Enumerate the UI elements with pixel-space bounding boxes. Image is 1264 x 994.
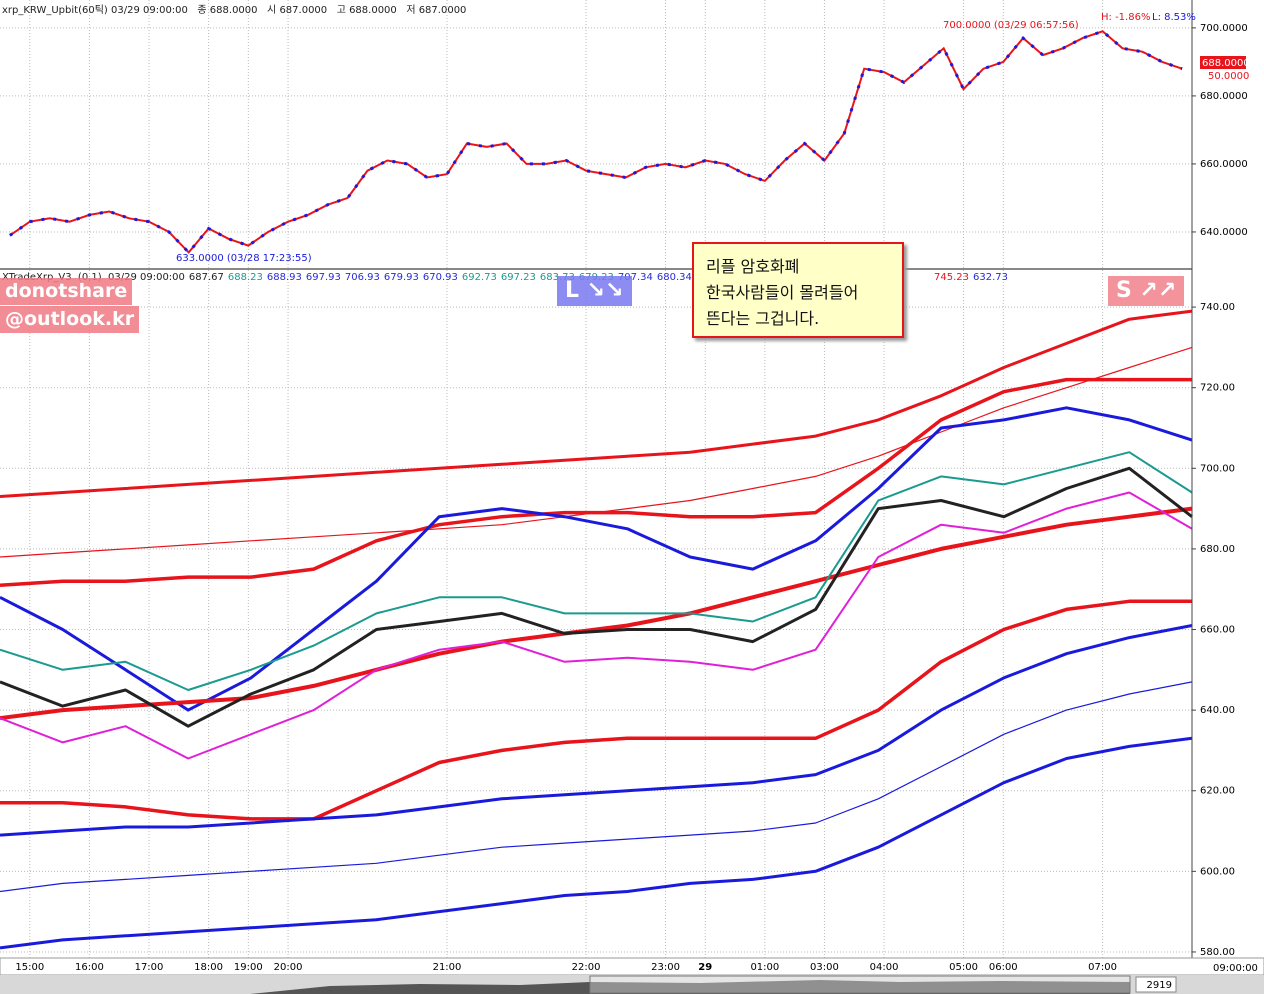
plot <box>0 0 1193 958</box>
y-tick-label: 640.0000 <box>1200 227 1248 238</box>
x-tick-label: 20:00 <box>274 962 303 973</box>
y-tick-label: 600.00 <box>1200 866 1235 877</box>
watermark: donotshare <box>0 278 133 305</box>
indicator-value: 687.67 <box>188 272 224 283</box>
indicator-value: 707.34 <box>617 272 653 283</box>
last-price: 688.0000 <box>1202 58 1250 69</box>
x-tick-label: 05:00 <box>949 962 978 973</box>
x-tick-label: 17:00 <box>135 962 164 973</box>
x-tick-label: 06:00 <box>989 962 1018 973</box>
x-tick-label: 29 <box>698 962 712 973</box>
indicator-values: 687.67 688.23 688.93 697.93 706.93 679.93 670.… <box>189 272 774 283</box>
x-tick-label: 03:00 <box>810 962 839 973</box>
band-line <box>0 681 1193 893</box>
indicator-value: 692.73 <box>461 272 497 283</box>
y-tick-label: 620.00 <box>1200 786 1235 797</box>
indicator-value: 697.23 <box>500 272 536 283</box>
indicator-value: 688.23 <box>227 272 263 283</box>
note-box: 리플 암호화폐 한국사람들이 몰려들어 뜬다는 그겁니다. <box>692 242 904 338</box>
band-line <box>0 309 1193 498</box>
low-pct: L: 8.53% <box>1152 12 1196 23</box>
band-line <box>0 377 1192 587</box>
y-tick-label: 680.0000 <box>1200 91 1248 102</box>
scroll-count-box <box>1135 976 1177 993</box>
band-line <box>0 506 1193 721</box>
note-line: 리플 암호화폐 <box>706 257 800 276</box>
band-line <box>0 451 1193 691</box>
scroll-thumb[interactable] <box>589 975 1131 994</box>
x-tick-label: 04:00 <box>870 962 899 973</box>
last-price-tag <box>1200 56 1246 69</box>
high-label: 700.0000 (03/29 06:57:56) <box>943 20 1079 31</box>
x-tick-label: 07:00 <box>1088 962 1117 973</box>
y-tick-label: 700.00 <box>1200 463 1235 474</box>
indicator-value: 745.23 <box>934 272 969 283</box>
note-line: 한국사람들이 몰려들어 <box>706 283 859 302</box>
indicator-values-right: 745.23 632.73 <box>934 272 1012 283</box>
scroll-preview <box>250 980 1130 994</box>
band-line <box>0 406 1193 712</box>
indicator-value: 706.93 <box>344 272 380 283</box>
x-tick-label: 21:00 <box>433 962 462 973</box>
high-pct: H: -1.86% <box>1101 12 1150 23</box>
x-tick-label: 22:00 <box>572 962 601 973</box>
price-line <box>9 30 1183 254</box>
band-line <box>0 491 1193 760</box>
price-header: xrp_KRW_Upbit(60틱) 03/29 09:00:00 종 688.… <box>2 5 467 16</box>
indicator-name: XTradeXrp_V3 (0,1) 03/29 09:00:00 <box>2 272 185 283</box>
y-tick-label: 640.00 <box>1200 705 1235 716</box>
indicator-value: 679.93 <box>383 272 419 283</box>
short-signal: S ↗↗ <box>1108 276 1185 306</box>
x-tick-label: 15:00 <box>15 962 44 973</box>
indicator-value: 688.93 <box>266 272 302 283</box>
y-tick-label: 720.00 <box>1200 383 1235 394</box>
band-line <box>0 736 1193 950</box>
price-line-markers <box>9 29 1183 255</box>
y-tick-label: 680.00 <box>1200 544 1235 555</box>
indicator-value: 632.73 <box>973 272 1008 283</box>
long-signal: L ↘↘ <box>557 276 632 306</box>
scroll-count: 2919 <box>1147 980 1172 991</box>
time-axis <box>0 957 1264 976</box>
x-tick-label: 16:00 <box>75 962 104 973</box>
indicator-value: 670.93 <box>422 272 458 283</box>
y-tick-label: 660.0000 <box>1200 159 1248 170</box>
last-sub: 50.0000 <box>1208 71 1249 82</box>
panel-divider <box>0 268 1192 270</box>
y-tick-label: 660.00 <box>1200 625 1235 636</box>
x-tick-label: 23:00 <box>651 962 680 973</box>
low-label: 633.0000 (03/28 17:23:55) <box>176 253 312 264</box>
watermark: @outlook.kr <box>0 306 140 333</box>
band-line <box>0 466 1193 728</box>
y-tick-label: 700.0000 <box>1200 23 1248 34</box>
x-tick-label: 19:00 <box>234 962 263 973</box>
indicator-value: 680.34 <box>656 272 692 283</box>
y-tick-label: 740.00 <box>1200 302 1235 313</box>
last-time: 09:00:00 <box>1213 963 1258 974</box>
note-line: 뜬다는 그겁니다. <box>706 309 820 328</box>
band-line <box>0 624 1193 837</box>
band-line <box>0 599 1192 821</box>
indicator-value: 697.93 <box>305 272 341 283</box>
x-tick-label: 18:00 <box>194 962 223 973</box>
y-tick-label: 580.00 <box>1200 947 1235 958</box>
x-tick-label: 01:00 <box>750 962 779 973</box>
band-line <box>0 346 1193 558</box>
